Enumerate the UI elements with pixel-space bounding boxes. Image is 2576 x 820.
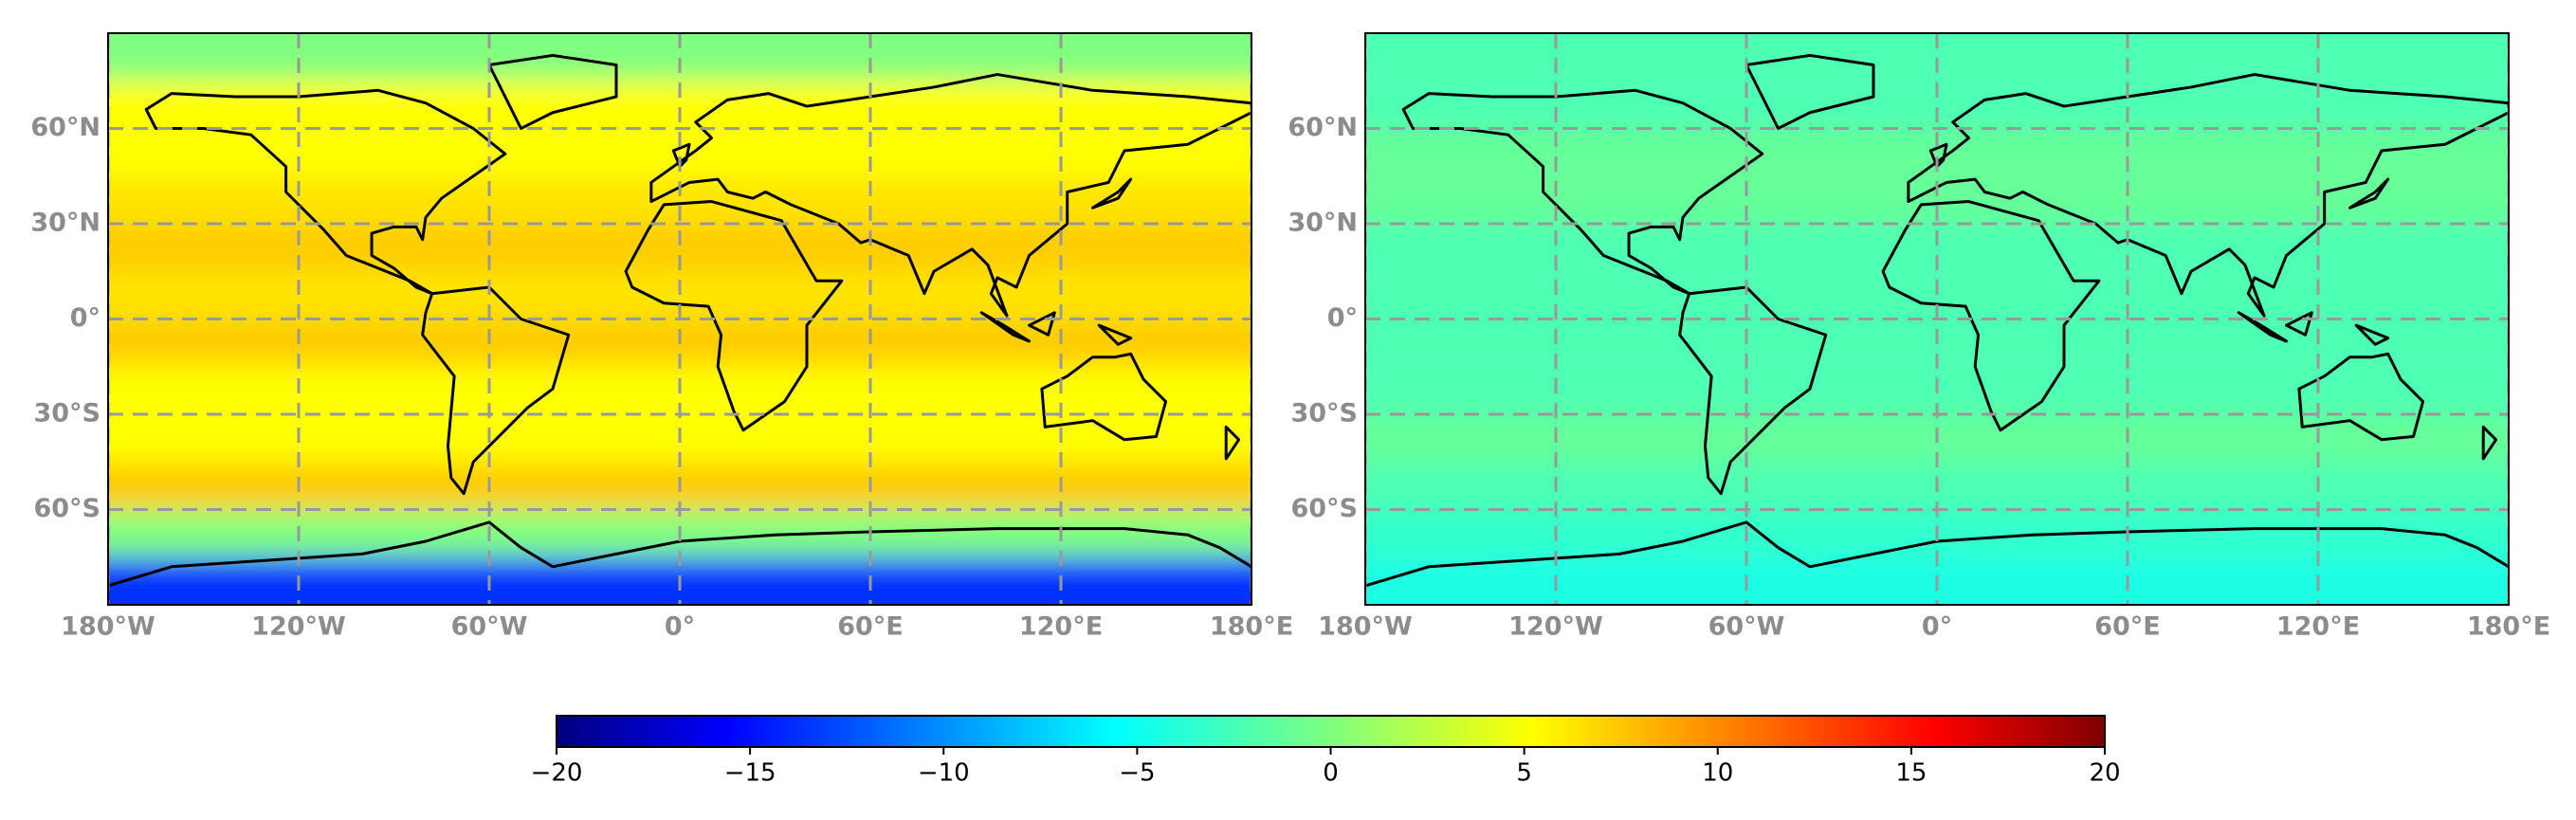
x-tick-label: 120°W [1508,612,1603,642]
x-tick-label: 180°W [1318,612,1413,642]
map-panel: 180°W 120°W 60°W 0° 60°E 120°E 180°E 60°N 30°N 0°… [30,32,1293,642]
colorbar-scale [556,715,2106,748]
y-tick-label: 0° [70,303,100,333]
y-tick-label: 60°N [30,113,100,142]
field [108,33,1251,605]
colorbar-tick-label: −10 [918,759,970,788]
field [1365,33,2509,605]
y-tick-label: 60°S [33,494,100,523]
colorbar-tick-label: −20 [531,759,583,788]
colorbar-tick-label: −15 [724,759,776,788]
colorbar-tick-label: −5 [1119,759,1155,788]
map-frame [107,32,1252,606]
map-frame [1364,32,2510,606]
y-tick-label: 30°N [30,209,100,238]
x-tick-label: 120°W [251,612,346,642]
x-tick-label: 60°W [451,612,528,642]
x-tick-label: 60°E [2094,612,2161,642]
colorbar: −20 −15 −10 −5 0 5 10 15 20 [531,715,2121,788]
x-tick-label: 0° [665,612,695,642]
colorbar-tick-label: 0 [1323,759,1339,788]
y-tick-label: 60°S [1290,494,1358,523]
colorbar-tick-label: 5 [1516,759,1532,788]
map-panels: 180°W 120°W 60°W 0° 60°E 120°E 180°E 60°N 30°N 0°… [30,32,2550,642]
x-tick-label: 180°E [1210,612,1293,642]
y-tick-label: 0° [1327,303,1358,333]
x-tick-label: 60°W [1708,612,1785,642]
map-panel: 180°W 120°W 60°W 0° 60°E 120°E 180°E 60°N 30°N 0°… [1288,32,2550,642]
colorbar-tick-label: 15 [1895,759,1927,788]
colorbar-tick-label: 20 [2089,759,2120,788]
y-tick-label: 60°N [1288,113,1358,142]
x-tick-label: 120°E [1019,612,1103,642]
colorbar-tick-label: 10 [1702,759,1733,788]
y-tick-label: 30°S [33,399,100,428]
y-tick-label: 30°S [1290,399,1358,428]
x-tick-label: 120°E [2276,612,2360,642]
x-tick-label: 180°E [2467,612,2550,642]
y-tick-label: 30°N [1288,209,1358,238]
x-tick-label: 60°E [837,612,904,642]
x-tick-label: 180°W [61,612,155,642]
x-tick-label: 0° [1922,612,1952,642]
